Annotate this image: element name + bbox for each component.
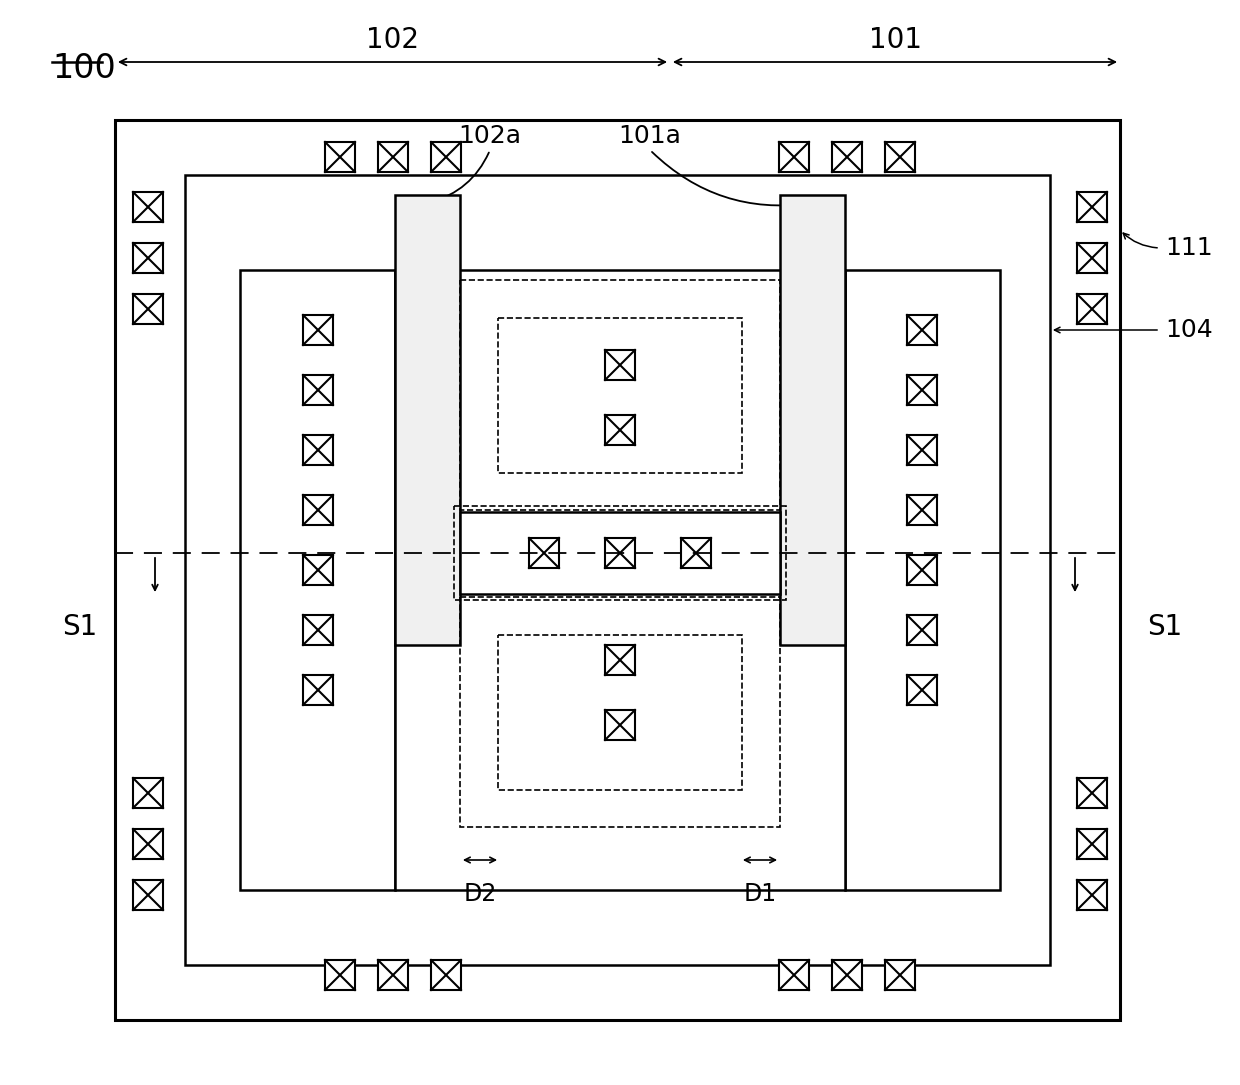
- Bar: [885, 960, 915, 990]
- Bar: [303, 435, 334, 465]
- Bar: [906, 375, 937, 405]
- Bar: [432, 960, 461, 990]
- Text: 101a: 101a: [619, 124, 682, 148]
- Bar: [133, 880, 162, 910]
- Bar: [1078, 192, 1107, 222]
- Bar: [906, 675, 937, 705]
- Bar: [133, 192, 162, 222]
- Bar: [906, 435, 937, 465]
- Text: 100: 100: [52, 52, 115, 85]
- Bar: [303, 615, 334, 644]
- Bar: [1078, 880, 1107, 910]
- Bar: [133, 294, 162, 324]
- Bar: [432, 142, 461, 173]
- Bar: [906, 615, 937, 644]
- Bar: [396, 195, 460, 644]
- Bar: [605, 538, 635, 569]
- Bar: [133, 829, 162, 859]
- Bar: [303, 675, 334, 705]
- Bar: [906, 315, 937, 345]
- Bar: [303, 315, 334, 345]
- Bar: [605, 710, 635, 740]
- Bar: [115, 120, 1120, 1020]
- Bar: [498, 635, 742, 790]
- Bar: [325, 142, 355, 173]
- Text: 102a: 102a: [459, 124, 522, 148]
- Bar: [325, 960, 355, 990]
- Bar: [1078, 778, 1107, 808]
- Bar: [303, 375, 334, 405]
- Bar: [378, 960, 408, 990]
- Bar: [832, 960, 862, 990]
- Bar: [779, 142, 808, 173]
- Bar: [681, 538, 711, 569]
- Text: D1: D1: [744, 882, 776, 906]
- Bar: [885, 142, 915, 173]
- Bar: [133, 778, 162, 808]
- Bar: [1078, 829, 1107, 859]
- Text: 102: 102: [366, 26, 419, 54]
- Bar: [779, 960, 808, 990]
- Bar: [454, 506, 786, 600]
- Bar: [906, 495, 937, 525]
- Text: 101: 101: [868, 26, 921, 54]
- Text: S1: S1: [62, 613, 98, 641]
- Text: D2: D2: [464, 882, 497, 906]
- Bar: [185, 175, 1050, 965]
- Bar: [460, 597, 780, 827]
- Bar: [396, 270, 844, 890]
- Bar: [605, 414, 635, 445]
- Bar: [498, 318, 742, 473]
- Bar: [1078, 243, 1107, 273]
- Text: 104: 104: [1166, 318, 1213, 342]
- Bar: [780, 195, 844, 644]
- Bar: [303, 556, 334, 585]
- Bar: [844, 270, 999, 890]
- Text: S1: S1: [1147, 613, 1183, 641]
- Bar: [460, 512, 780, 593]
- Bar: [303, 495, 334, 525]
- Bar: [906, 556, 937, 585]
- Bar: [605, 644, 635, 675]
- Bar: [241, 270, 396, 890]
- Bar: [460, 280, 780, 510]
- Text: 111: 111: [1166, 237, 1213, 260]
- Bar: [1078, 294, 1107, 324]
- Bar: [605, 350, 635, 380]
- Bar: [378, 142, 408, 173]
- Bar: [529, 538, 559, 569]
- Bar: [832, 142, 862, 173]
- Bar: [133, 243, 162, 273]
